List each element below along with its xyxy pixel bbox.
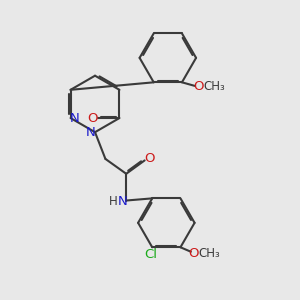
Text: CH₃: CH₃ [203,80,225,93]
Text: H: H [109,195,117,208]
Text: CH₃: CH₃ [198,247,220,260]
Text: Cl: Cl [144,248,157,261]
Text: N: N [118,195,128,208]
Text: O: O [189,247,199,260]
Text: O: O [144,152,155,164]
Text: O: O [193,80,203,93]
Text: N: N [70,112,80,124]
Text: N: N [86,126,96,139]
Text: O: O [88,112,98,124]
